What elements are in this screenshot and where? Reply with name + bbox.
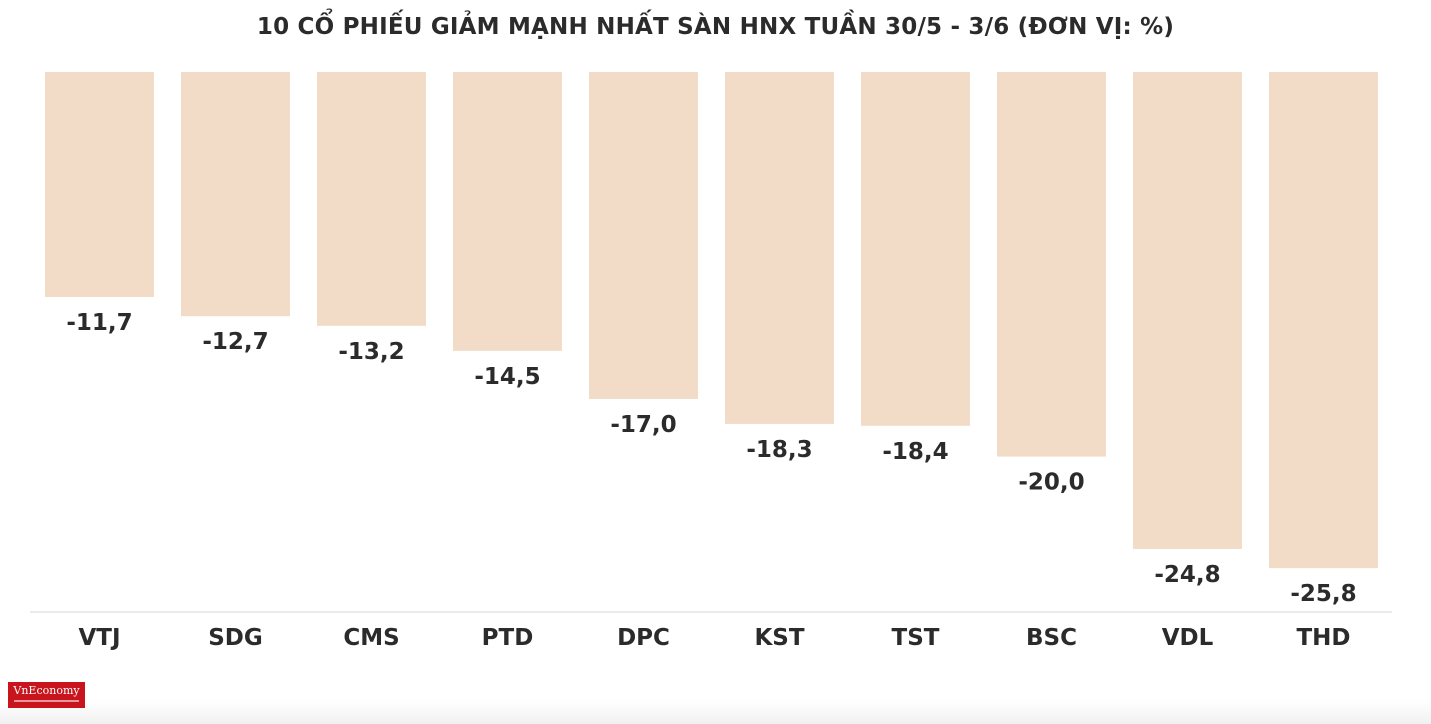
bar-cms [317, 72, 426, 326]
value-label-thd: -25,8 [1290, 581, 1356, 607]
bar-bsc [997, 72, 1106, 457]
category-label-tst: TST [892, 625, 940, 651]
bar-sdg [181, 72, 290, 317]
bar-ptd [453, 72, 562, 351]
bar-kst [725, 72, 834, 424]
category-label-ptd: PTD [482, 625, 534, 651]
value-label-tst: -18,4 [882, 439, 948, 465]
logo-underline [14, 700, 79, 702]
value-label-vtj: -11,7 [66, 310, 132, 336]
bar-vtj [45, 72, 154, 297]
bar-vdl [1133, 72, 1242, 549]
bar-dpc [589, 72, 698, 399]
category-label-vdl: VDL [1162, 625, 1214, 651]
value-label-ptd: -14,5 [474, 364, 540, 390]
bar-tst [861, 72, 970, 426]
category-label-cms: CMS [343, 625, 399, 651]
value-label-vdl: -24,8 [1154, 562, 1220, 588]
logo-text: VnEconomy [13, 684, 80, 697]
category-label-thd: THD [1296, 625, 1350, 651]
value-label-sdg: -12,7 [202, 329, 268, 355]
bar-thd [1269, 72, 1378, 569]
value-label-cms: -13,2 [338, 339, 404, 365]
value-label-kst: -18,3 [746, 437, 812, 463]
category-label-sdg: SDG [208, 625, 263, 651]
category-label-kst: KST [754, 625, 804, 651]
vneconomy-logo: VnEconomy [8, 682, 85, 708]
category-label-bsc: BSC [1026, 625, 1077, 651]
category-label-dpc: DPC [617, 625, 670, 651]
category-label-vtj: VTJ [78, 625, 120, 651]
bottom-shade [0, 700, 1431, 724]
chart-title: 10 CỔ PHIẾU GIẢM MẠNH NHẤT SÀN HNX TUẦN … [256, 14, 1175, 40]
value-label-dpc: -17,0 [610, 412, 676, 438]
value-label-bsc: -20,0 [1018, 470, 1084, 496]
